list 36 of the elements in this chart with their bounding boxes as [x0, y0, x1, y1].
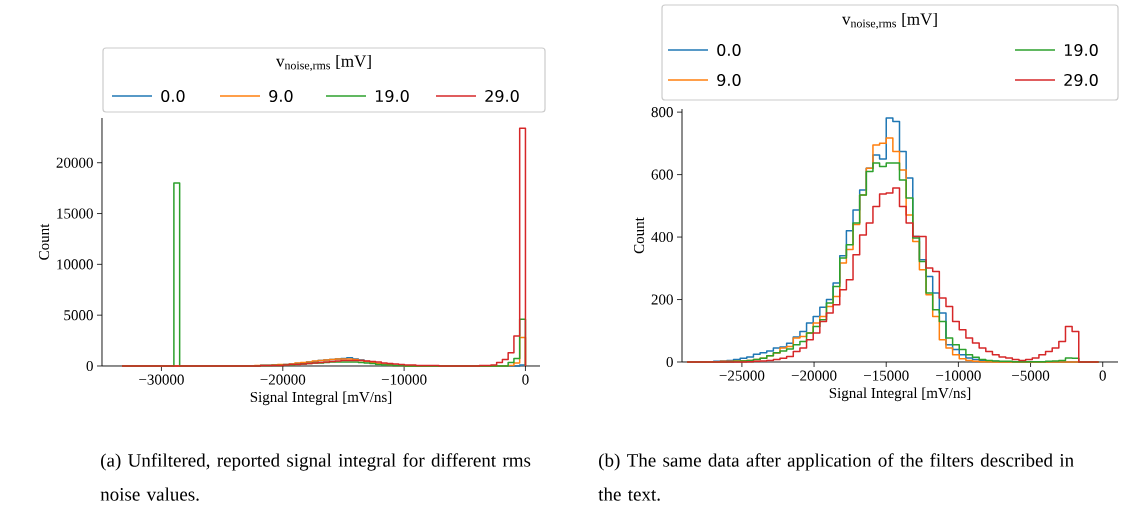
x-tick-label: −25000 [719, 370, 765, 381]
x-tick-label: −30000 [139, 374, 184, 385]
text: (b) The same data after application of the filters described in the text. [598, 453, 1074, 501]
y-tick-label: 600 [651, 169, 673, 180]
legend-title: v$_{noise,rms}$ [mV] [275, 54, 371, 72]
y-axis-title: Count [634, 217, 645, 254]
x-axis-title: Signal Integral [mV/ns] [250, 391, 392, 406]
text: (a) Unfiltered, reported signal integral for different rms noise values. [100, 453, 531, 501]
y-tick-label: 800 [651, 107, 673, 118]
x-axis-title: Signal Integral [mV/ns] [829, 387, 971, 402]
legend-title: v$_{noise,rms}$ [mV] [842, 12, 937, 30]
x-tick-label: −20000 [260, 374, 306, 385]
x-tick-label: −5000 [1012, 370, 1050, 381]
y-axis-title: Count [39, 223, 50, 260]
x-tick-label: −20000 [791, 370, 837, 381]
legend-label: 29.0 [1064, 73, 1098, 87]
legend-label: 29.0 [485, 89, 519, 103]
y-tick-label: 200 [651, 294, 673, 305]
y-tick-label: 15000 [57, 208, 93, 219]
y-tick-label: 0 [86, 360, 93, 372]
y-tick-label: 5000 [64, 310, 93, 321]
legend-label: 19.0 [1064, 43, 1098, 57]
y-tick-label: 20000 [56, 157, 93, 168]
x-tick-label: −10000 [936, 370, 981, 381]
legend-label: 0.0 [717, 43, 741, 57]
legend-label: 0.0 [161, 89, 185, 103]
legend-label: 9.0 [269, 89, 293, 103]
x-tick-label: 0 [522, 374, 529, 385]
y-tick-label: 0 [666, 356, 673, 368]
legend-label: 19.0 [375, 89, 409, 103]
x-tick-label: −15000 [864, 370, 909, 381]
y-tick-label: 400 [651, 232, 673, 243]
legend-label: 9.0 [717, 73, 741, 87]
y-tick-label: 10000 [57, 259, 93, 270]
x-tick-label: 0 [1099, 370, 1106, 381]
x-tick-label: −10000 [381, 374, 427, 385]
